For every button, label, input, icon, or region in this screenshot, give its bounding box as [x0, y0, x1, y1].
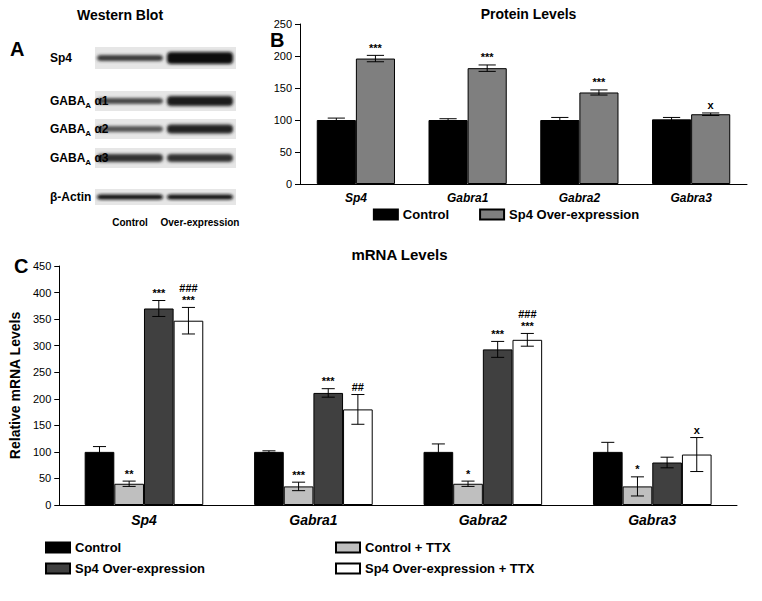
- svg-text:x: x: [708, 99, 715, 111]
- svg-text:***: ***: [182, 294, 196, 306]
- svg-text:***: ***: [152, 287, 166, 299]
- svg-text:***: ***: [521, 320, 535, 332]
- svg-text:A: A: [10, 38, 24, 60]
- svg-text:**: **: [125, 468, 134, 480]
- svg-text:450: 450: [33, 260, 51, 272]
- svg-text:Gabra2: Gabra2: [559, 191, 601, 205]
- svg-text:Gabra3: Gabra3: [670, 191, 712, 205]
- svg-text:Gabra1: Gabra1: [447, 191, 489, 205]
- svg-text:C: C: [14, 255, 28, 277]
- svg-text:350: 350: [33, 313, 51, 325]
- svg-text:GABAA α2: GABAA α2: [50, 122, 109, 138]
- svg-text:###: ###: [179, 282, 197, 294]
- svg-text:***: ***: [369, 42, 383, 54]
- svg-text:##: ##: [352, 381, 364, 393]
- svg-text:x: x: [694, 424, 701, 436]
- svg-text:Sp4: Sp4: [131, 512, 157, 528]
- svg-text:0: 0: [286, 178, 292, 190]
- svg-text:150: 150: [33, 419, 51, 431]
- svg-text:Over-expression: Over-expression: [161, 217, 240, 228]
- svg-text:100: 100: [274, 114, 292, 126]
- svg-text:***: ***: [292, 469, 306, 481]
- svg-text:Relative mRNA Levels: Relative mRNA Levels: [7, 312, 23, 460]
- svg-text:Gabra2: Gabra2: [459, 512, 507, 528]
- svg-text:***: ***: [491, 328, 505, 340]
- svg-text:mRNA Levels: mRNA Levels: [351, 246, 447, 263]
- svg-text:B: B: [270, 29, 284, 51]
- svg-text:Protein Levels: Protein Levels: [481, 6, 577, 22]
- svg-text:Sp4 Over-expression: Sp4 Over-expression: [75, 561, 205, 576]
- svg-text:50: 50: [39, 472, 51, 484]
- svg-text:200: 200: [274, 50, 292, 62]
- svg-text:Western Blot: Western Blot: [77, 7, 163, 23]
- svg-text:β-Actin: β-Actin: [50, 190, 91, 204]
- svg-text:###: ###: [518, 308, 536, 320]
- svg-text:Sp4: Sp4: [345, 191, 367, 205]
- svg-text:Control + TTX: Control + TTX: [365, 540, 451, 555]
- svg-text:Gabra3: Gabra3: [628, 512, 676, 528]
- svg-text:***: ***: [481, 51, 495, 63]
- svg-text:150: 150: [274, 82, 292, 94]
- svg-text:GABAA α3: GABAA α3: [50, 151, 109, 167]
- svg-text:GABAA α1: GABAA α1: [50, 94, 109, 110]
- svg-text:Gabra1: Gabra1: [289, 512, 337, 528]
- svg-text:50: 50: [280, 146, 292, 158]
- svg-text:*: *: [635, 463, 640, 475]
- svg-text:300: 300: [33, 340, 51, 352]
- svg-text:Sp4 Over-expression + TTX: Sp4 Over-expression + TTX: [365, 561, 535, 576]
- svg-text:Sp4: Sp4: [50, 51, 72, 65]
- svg-text:0: 0: [45, 499, 51, 511]
- svg-text:Control: Control: [112, 217, 148, 228]
- svg-text:Control: Control: [403, 207, 449, 222]
- svg-text:200: 200: [33, 393, 51, 405]
- svg-text:*: *: [466, 468, 471, 480]
- svg-text:Control: Control: [75, 540, 121, 555]
- svg-text:100: 100: [33, 446, 51, 458]
- svg-text:Sp4 Over-expression: Sp4 Over-expression: [509, 207, 639, 222]
- svg-text:250: 250: [274, 18, 292, 30]
- svg-text:400: 400: [33, 287, 51, 299]
- svg-text:250: 250: [33, 366, 51, 378]
- svg-text:***: ***: [593, 76, 607, 88]
- svg-text:***: ***: [322, 375, 336, 387]
